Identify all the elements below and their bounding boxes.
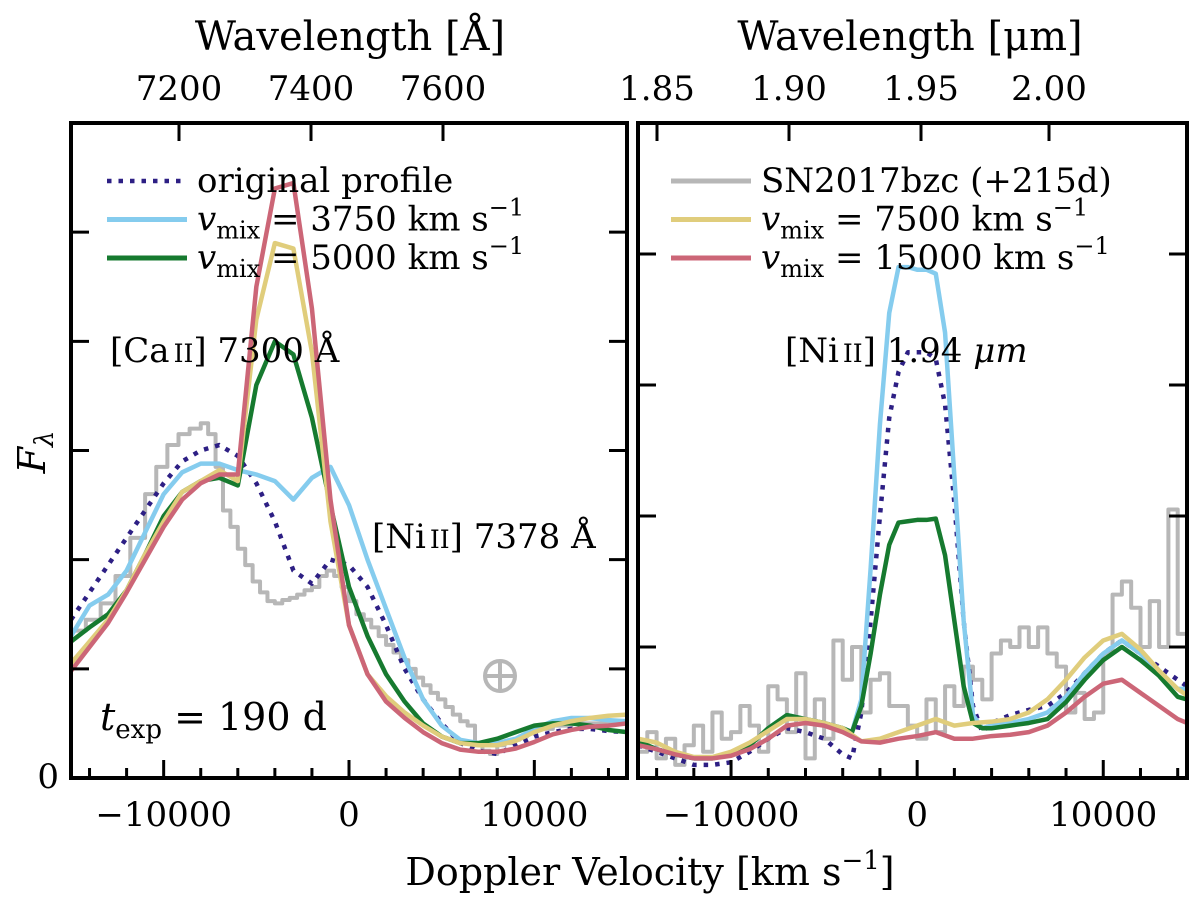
- legend-sup: −1: [1053, 194, 1088, 222]
- line-label-ion: II: [843, 339, 863, 368]
- legend-eq: = 3750 km s: [260, 200, 489, 240]
- series-line-original: [638, 350, 1187, 768]
- top-tick-label: 1.85: [619, 69, 695, 109]
- x-axis-label-sup: −1: [841, 846, 879, 876]
- legend-label-observed: SN2017bzc (+215d): [761, 161, 1112, 201]
- legend-sub: mix: [780, 255, 824, 283]
- x-tick-label: 0: [906, 795, 928, 835]
- line-label-unit: Å: [314, 330, 340, 371]
- secondary-line-label-ion: II: [430, 525, 450, 554]
- y-axis-label: Fλ: [10, 431, 60, 475]
- series-line-v15000: [71, 180, 627, 755]
- legend-sup: −1: [489, 194, 524, 222]
- secondary-line-label-value: 7378: [474, 517, 571, 557]
- series-line-v15000: [638, 677, 1187, 761]
- x-tick-label: 10000: [1049, 795, 1157, 835]
- series-line-observed: [638, 507, 1187, 767]
- series-group: [71, 180, 627, 757]
- legend-label-v15000: vmix = 15000 km s−1: [761, 232, 1110, 283]
- line-label-bracket: ]: [193, 331, 217, 371]
- right-panel: 1.85 1.90 1.95 2.00 −10000 0 10000 SN2017bzc (+…: [619, 69, 1189, 835]
- legend-var: v: [761, 200, 780, 240]
- line-label: [Ni II] 1.94 μm: [785, 331, 1028, 371]
- legend-var: v: [197, 238, 216, 278]
- line-label-ion: II: [174, 339, 194, 368]
- series-line-v3750: [71, 461, 627, 746]
- secondary-line-label-species: [Ni: [372, 517, 426, 557]
- legend-sub: mix: [216, 255, 260, 283]
- left-panel: 7200 7400 7600 −10000 0 10000 0 original profil…: [37, 69, 629, 835]
- legend-eq: = 15000 km s: [824, 238, 1074, 278]
- line-label-species: [Ca: [110, 331, 170, 371]
- plot-frame: [636, 121, 1189, 780]
- epoch-eq: = 190 d: [162, 695, 327, 739]
- series-line-v5000: [71, 339, 627, 746]
- line-label-species: [Ni: [785, 331, 839, 371]
- legend-var: v: [761, 238, 780, 278]
- y-tick-label-zero: 0: [37, 757, 59, 797]
- line-label-value: 7300: [217, 331, 314, 371]
- x-axis-label: Doppler Velocity [km s−1]: [405, 846, 894, 894]
- legend-label-v5000: vmix = 5000 km s−1: [197, 232, 524, 283]
- epoch-label: texp = 190 d: [100, 695, 327, 745]
- top-left-axis-label: Wavelength [Å]: [195, 13, 505, 60]
- line-label-unit: μm: [973, 331, 1027, 371]
- line-label-value: 1.94: [887, 331, 974, 371]
- line-label: [Ca II] 7300 Å: [110, 330, 340, 371]
- x-axis-label-main: Doppler Velocity [km s: [405, 850, 841, 894]
- legend-label-original: original profile: [197, 161, 453, 201]
- line-label-bracket: ]: [863, 331, 887, 371]
- x-tick-label: −10000: [663, 795, 800, 835]
- series-group: [638, 264, 1187, 768]
- secondary-line-label-bracket: ]: [450, 517, 474, 557]
- top-tick-label: 7200: [136, 69, 223, 109]
- x-axis-label-end: ]: [880, 850, 895, 894]
- legend-label-v3750: vmix = 3750 km s−1: [197, 194, 524, 245]
- legend-eq: = 7500 km s: [824, 200, 1053, 240]
- legend-sup: −1: [1074, 232, 1109, 260]
- epoch-var: t: [100, 695, 116, 739]
- secondary-line-label-unit: Å: [570, 516, 596, 557]
- top-tick-label: 2.00: [1011, 69, 1087, 109]
- telluric-symbol-icon: [483, 659, 517, 693]
- legend-label-v7500: vmix = 7500 km s−1: [761, 194, 1088, 245]
- x-tick-label: −10000: [95, 795, 232, 835]
- y-axis-label-sub: λ: [30, 431, 60, 448]
- legend-sub: mix: [780, 217, 824, 245]
- series-line-v7500: [638, 631, 1187, 760]
- legend-sub: mix: [216, 217, 260, 245]
- svg-text:Fλ: Fλ: [10, 431, 60, 475]
- legend-eq: = 5000 km s: [260, 238, 489, 278]
- top-tick-label: 1.95: [883, 69, 959, 109]
- top-right-axis-label: Wavelength [μm]: [737, 14, 1082, 60]
- top-tick-label: 1.90: [751, 69, 827, 109]
- x-tick-label: 10000: [480, 795, 588, 835]
- top-tick-label: 7600: [400, 69, 487, 109]
- secondary-line-label: [Ni II] 7378 Å: [372, 516, 596, 557]
- y-axis-label-var: F: [10, 445, 54, 474]
- legend-sup: −1: [489, 232, 524, 260]
- x-tick-label: 0: [338, 795, 360, 835]
- series-line-original: [71, 442, 627, 757]
- epoch-sub: exp: [115, 715, 162, 745]
- top-tick-label: 7400: [268, 69, 355, 109]
- legend-var: v: [197, 200, 216, 240]
